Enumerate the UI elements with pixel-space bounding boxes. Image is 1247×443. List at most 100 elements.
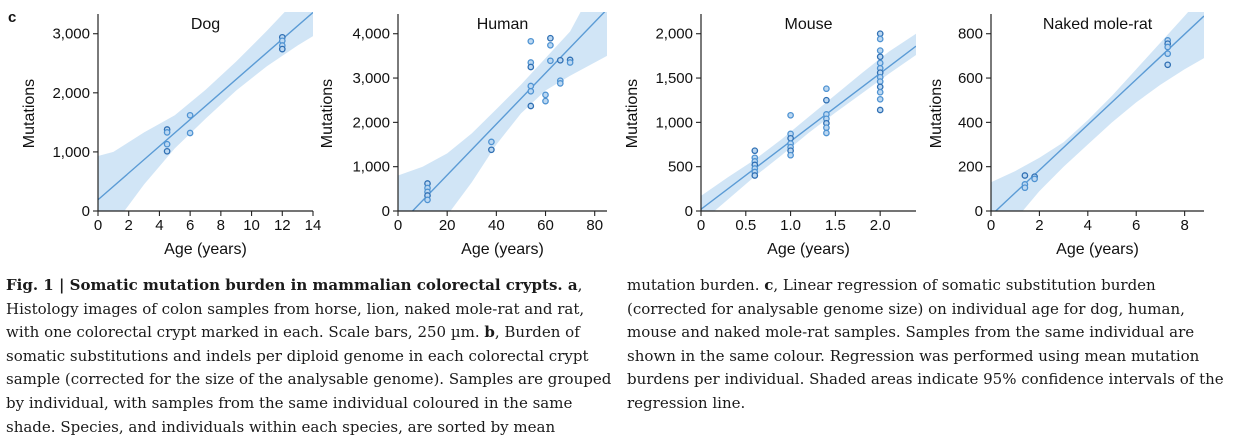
data-point — [566, 59, 574, 66]
chart-title: Dog — [191, 16, 220, 33]
data-point — [787, 134, 794, 142]
data-point — [556, 56, 564, 64]
x-tick-label: 1.0 — [780, 217, 801, 234]
caption-text: Histology images of colon samples from h… — [6, 299, 585, 318]
data-point — [527, 82, 535, 90]
caption-line: shade. Species, and individuals within e… — [6, 416, 606, 440]
y-tick-label: 2,000 — [352, 114, 390, 131]
chart-title: Mouse — [784, 16, 832, 33]
x-tick-label: 1.5 — [825, 217, 846, 234]
y-tick-label: 0 — [82, 203, 90, 220]
caption-bold-text: c — [764, 276, 774, 294]
data-point — [547, 41, 554, 49]
confidence-band — [98, 12, 313, 211]
data-point — [1021, 184, 1029, 192]
data-point — [787, 111, 794, 119]
y-axis-label: Mutations — [624, 79, 641, 148]
panel-label: c — [8, 9, 16, 26]
data-point — [876, 35, 884, 43]
x-axis-label: Age (years) — [767, 241, 850, 258]
caption-text: mouse and naked mole-rat samples. Sample… — [627, 323, 1195, 342]
x-tick-label: 0 — [94, 217, 102, 234]
x-tick-label: 2 — [125, 217, 133, 234]
x-tick-label: 6 — [186, 217, 194, 234]
caption-text: (corrected for analysable genome size) o… — [627, 299, 1185, 318]
data-point — [876, 59, 884, 67]
data-point — [751, 147, 759, 155]
data-point — [186, 111, 194, 119]
data-point — [1021, 172, 1029, 179]
x-tick-label: 12 — [274, 217, 291, 234]
caption-text: , Linear regression of somatic substitut… — [773, 276, 1156, 294]
x-tick-label: 10 — [243, 217, 260, 234]
data-point — [876, 47, 884, 54]
data-point — [1164, 50, 1172, 58]
data-point — [876, 83, 884, 91]
data-point — [876, 30, 884, 38]
data-point — [527, 63, 535, 71]
caption-text: sample (corrected for the size of the an… — [6, 370, 612, 389]
chart-panel-3: 0 0.5 1.0 1.5 2.0 0 500 1,000 1,500 2,000 Mouse Age… — [624, 14, 916, 258]
x-tick-label: 4 — [1084, 217, 1092, 234]
x-tick-label: 0.5 — [735, 217, 756, 234]
x-tick-label: 80 — [586, 217, 603, 234]
data-point — [1031, 175, 1038, 183]
caption-line: mutation burden. c, Linear regression of… — [627, 274, 1227, 298]
data-point — [488, 146, 495, 154]
x-tick-label: 8 — [1180, 217, 1188, 234]
caption-line: by individual, with samples from the sam… — [6, 392, 606, 416]
caption-line: Fig. 1 | Somatic mutation burden in mamm… — [6, 274, 606, 298]
x-tick-label: 2.0 — [870, 217, 891, 234]
data-point — [542, 91, 549, 99]
y-tick-label: 2,000 — [52, 85, 90, 102]
data-point — [823, 124, 830, 132]
regression-line — [411, 12, 606, 211]
caption-line: regression line. — [627, 392, 1227, 416]
x-tick-label: 0 — [394, 217, 402, 234]
y-tick-label: 1,000 — [655, 114, 693, 131]
y-axis-label: Mutations — [319, 79, 336, 148]
caption-line: burdens per individual. Shaded areas ind… — [627, 368, 1227, 392]
data-point — [542, 97, 549, 105]
chart-title: Human — [477, 16, 529, 33]
data-point — [163, 140, 171, 148]
caption-text: somatic substitutions and indels per dip… — [6, 346, 589, 365]
x-tick-label: 4 — [155, 217, 163, 234]
data-point — [424, 196, 431, 204]
data-point — [876, 78, 884, 85]
chart-title: Naked mole-rat — [1043, 16, 1153, 33]
x-tick-label: 8 — [217, 217, 225, 234]
x-tick-label: 6 — [1132, 217, 1140, 234]
data-point — [547, 34, 554, 42]
data-point — [876, 88, 884, 96]
x-tick-label: 20 — [439, 217, 456, 234]
y-axis-label: Mutations — [928, 79, 945, 148]
data-point — [527, 87, 535, 95]
data-point — [488, 138, 495, 146]
data-point — [556, 80, 564, 87]
data-point — [527, 102, 535, 110]
caption-text: shade. Species, and individuals within e… — [6, 417, 556, 436]
caption-text: mutation burden. — [627, 276, 765, 294]
data-point — [823, 129, 830, 137]
caption-line: with one colorectal crypt marked in each… — [6, 321, 606, 345]
caption-text: burdens per individual. Shaded areas ind… — [627, 370, 1224, 389]
caption-line: Histology images of colon samples from h… — [6, 298, 606, 322]
data-point — [751, 172, 759, 179]
x-axis-label: Age (years) — [461, 241, 544, 258]
x-tick-label: 14 — [305, 217, 322, 234]
y-tick-label: 500 — [668, 159, 693, 176]
x-axis-label: Age (years) — [164, 241, 247, 258]
confidence-band — [991, 12, 1204, 211]
caption-text: with one colorectal crypt marked in each… — [6, 323, 485, 342]
y-tick-label: 1,000 — [52, 144, 90, 161]
y-tick-label: 0 — [685, 203, 693, 220]
y-tick-label: 600 — [958, 70, 983, 87]
caption-text: regression line. — [627, 393, 746, 412]
chart-panel-1: 0 2 4 6 8 10 12 14 0 1,000 2,000 3,000 Dog Age (years… — [21, 12, 322, 258]
chart-panel-2: 0 20 40 60 80 0 1,000 2,000 3,000 4,000 Human Age (… — [319, 12, 607, 258]
caption-line: mouse and naked mole-rat samples. Sample… — [627, 321, 1227, 345]
data-point — [876, 95, 884, 103]
data-point — [876, 53, 884, 61]
caption-bold-text: Fig. 1 | Somatic mutation burden in mamm… — [6, 276, 578, 294]
